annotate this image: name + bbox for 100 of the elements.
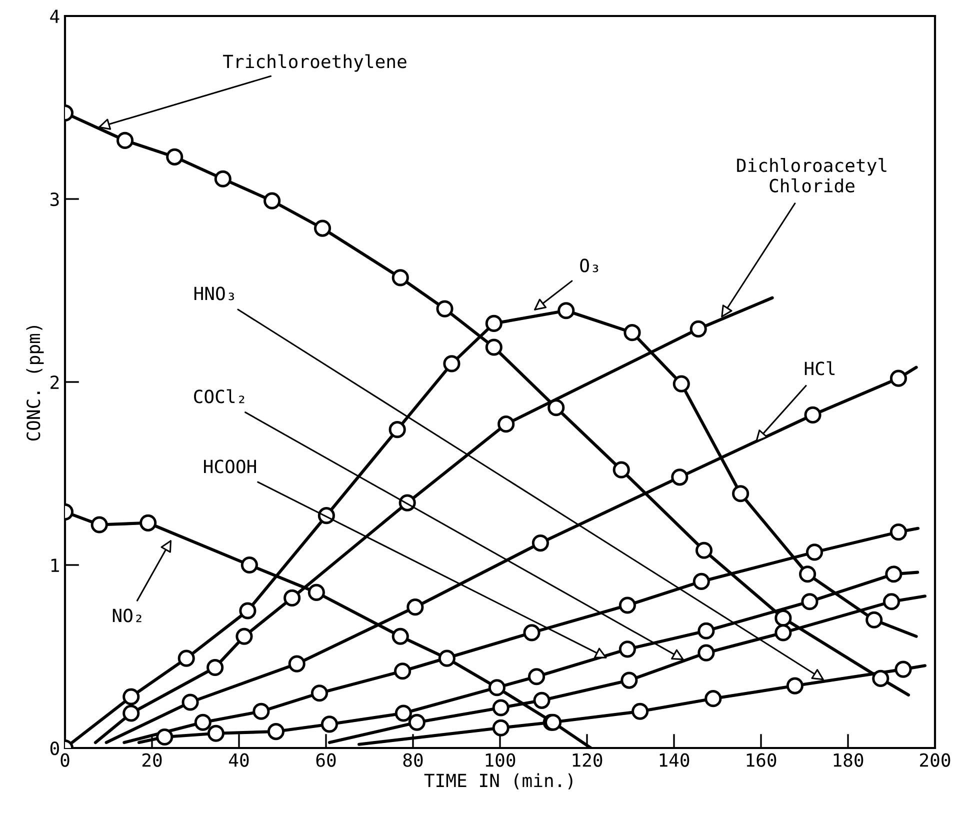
point xyxy=(671,468,688,486)
point xyxy=(388,421,406,438)
point xyxy=(206,658,224,676)
point xyxy=(394,662,412,680)
point xyxy=(116,132,134,149)
point xyxy=(799,566,816,583)
point xyxy=(236,628,253,645)
point xyxy=(264,192,281,210)
annotation: O₃ xyxy=(580,258,598,272)
point xyxy=(252,702,270,720)
point xyxy=(488,679,506,696)
point xyxy=(436,300,454,318)
point xyxy=(774,610,792,627)
point xyxy=(239,602,256,620)
point xyxy=(492,699,510,716)
point xyxy=(558,302,575,320)
point xyxy=(801,593,818,610)
annotation: Dichloroacetyl Chloride xyxy=(737,158,886,192)
point xyxy=(806,544,824,561)
point xyxy=(122,704,140,722)
x-tick-label: 60 xyxy=(316,753,336,767)
x-tick-label: 200 xyxy=(920,753,950,767)
point xyxy=(528,668,546,686)
point xyxy=(533,692,550,709)
point xyxy=(408,714,426,731)
annotation: Trichloroethylene xyxy=(223,54,406,72)
point xyxy=(672,375,690,392)
annotation: COCl₂ xyxy=(194,389,244,404)
point xyxy=(485,338,502,356)
point xyxy=(695,542,713,559)
point xyxy=(443,355,460,372)
x-tick-label: 100 xyxy=(486,753,516,767)
point xyxy=(890,524,907,541)
y-tick-label: 1 xyxy=(51,558,59,572)
point xyxy=(774,624,792,642)
point xyxy=(284,589,301,606)
point xyxy=(690,320,707,338)
x-tick-label: 160 xyxy=(746,753,776,767)
point xyxy=(122,688,140,706)
x-axis-title: TIME IN (min.) xyxy=(424,773,572,790)
point xyxy=(288,655,306,672)
x-tick-label: 40 xyxy=(229,753,249,767)
point xyxy=(178,650,195,667)
point xyxy=(632,702,649,720)
y-tick-label: 3 xyxy=(50,192,59,206)
point xyxy=(90,516,108,534)
point xyxy=(214,170,232,188)
point xyxy=(872,670,890,687)
point xyxy=(885,566,902,583)
point xyxy=(698,644,715,662)
point xyxy=(394,704,412,722)
point xyxy=(314,220,332,237)
point xyxy=(894,660,912,678)
point xyxy=(140,514,157,532)
point xyxy=(804,406,822,424)
point xyxy=(523,624,540,642)
x-tick-label: 180 xyxy=(834,753,864,767)
point xyxy=(182,694,199,711)
point xyxy=(618,640,636,658)
point xyxy=(532,534,549,552)
point xyxy=(392,628,409,645)
x-tick-label: 120 xyxy=(572,753,602,767)
annotation: NO₂ xyxy=(112,608,142,622)
point xyxy=(194,714,212,731)
point xyxy=(498,416,515,433)
annotation: HCOOH xyxy=(204,460,256,474)
point xyxy=(485,314,502,332)
y-tick-label: 4 xyxy=(50,10,60,23)
y-tick-label: 0 xyxy=(50,742,59,756)
point xyxy=(612,461,630,478)
point xyxy=(704,690,722,708)
annotation: HCl xyxy=(804,361,835,376)
x-tick-label: 20 xyxy=(142,753,162,767)
point xyxy=(620,672,638,689)
point xyxy=(882,593,900,610)
point xyxy=(866,611,883,628)
annotation: HNO₃ xyxy=(194,286,234,300)
point xyxy=(207,724,224,742)
x-tick-label: 140 xyxy=(660,753,690,767)
x-tick-label: 0 xyxy=(60,753,70,767)
point xyxy=(392,269,409,286)
point xyxy=(890,370,907,387)
x-tick-label: 80 xyxy=(403,753,423,767)
point xyxy=(308,584,325,601)
point xyxy=(786,677,804,694)
point xyxy=(624,324,641,342)
y-tick-label: 2 xyxy=(50,376,59,389)
point xyxy=(166,148,184,166)
point xyxy=(698,622,715,640)
point xyxy=(732,485,750,502)
point xyxy=(320,716,338,733)
point xyxy=(618,596,636,614)
point xyxy=(156,728,174,746)
point xyxy=(240,556,258,574)
y-axis-title: CONC. (ppm) xyxy=(26,326,44,441)
point xyxy=(406,598,424,616)
point xyxy=(492,719,510,736)
point xyxy=(548,399,565,416)
point xyxy=(438,650,456,667)
point xyxy=(267,722,285,740)
